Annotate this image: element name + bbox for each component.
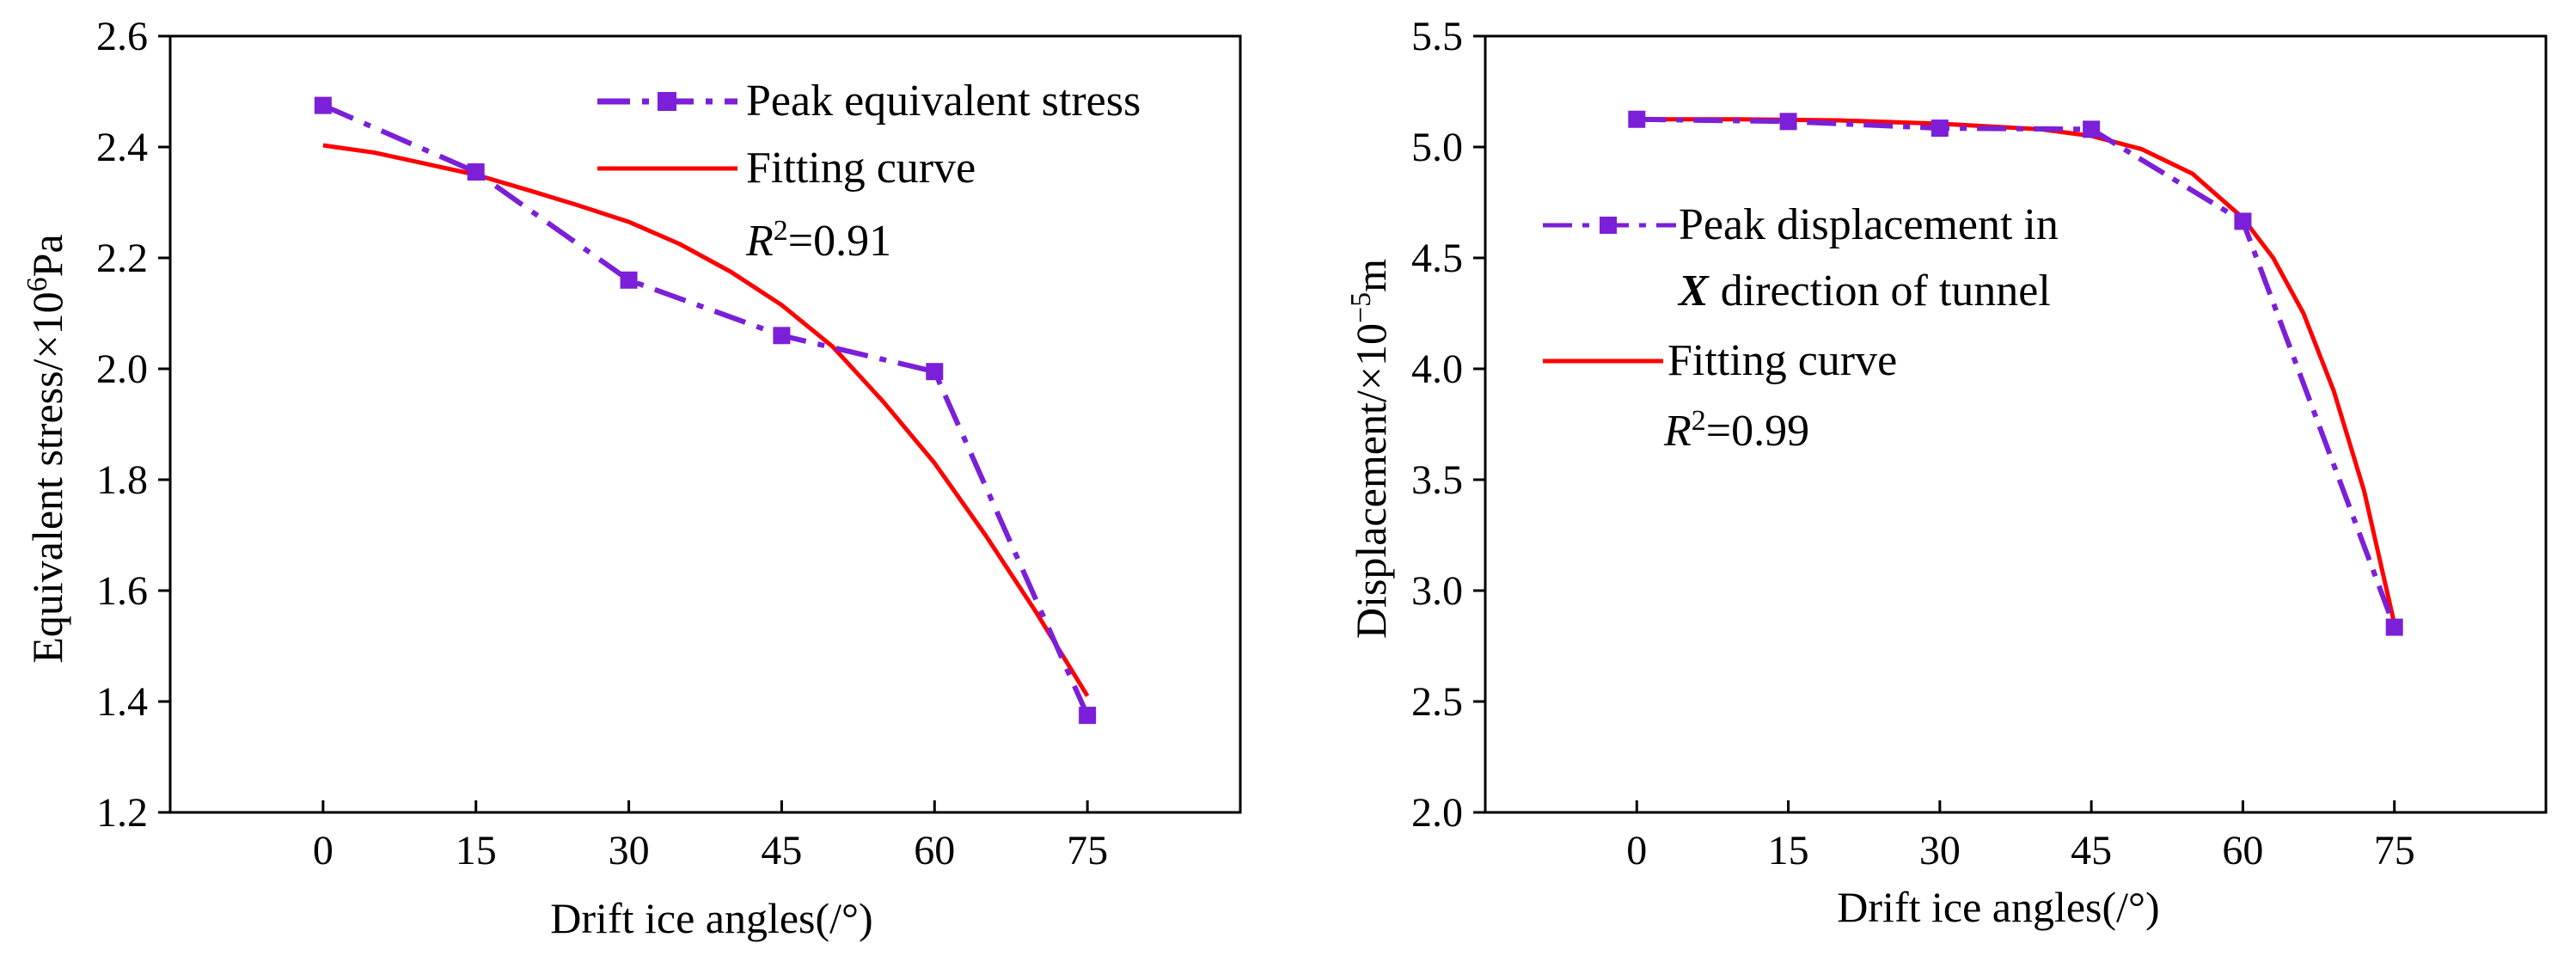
displacement-x-tick-label: 15 — [1768, 828, 1809, 873]
stress-y-tick-label: 2.2 — [96, 236, 148, 281]
stress-legend-marker-peak — [658, 92, 676, 111]
stress-data-point — [926, 363, 944, 381]
displacement-y-tick-label: 2.5 — [1411, 679, 1463, 725]
stress-y-tick-label: 1.8 — [96, 457, 148, 503]
stress-fitting-curve — [322, 143, 1090, 697]
displacement-x-ticks: 0 15 30 45 60 75 — [1626, 800, 2415, 873]
stress-y-tick-label: 2.6 — [96, 14, 148, 59]
stress-y-tick-label: 1.2 — [96, 790, 148, 836]
stress-data-point — [1079, 707, 1097, 725]
displacement-data-point — [2234, 212, 2252, 230]
displacement-data-point — [1779, 113, 1797, 131]
stress-y-tick-label: 1.4 — [96, 679, 148, 725]
stress-x-tick-label: 15 — [456, 828, 497, 873]
stress-x-tick-label: 45 — [761, 828, 802, 873]
displacement-data-point — [2083, 120, 2101, 138]
stress-x-tick-label: 30 — [609, 828, 650, 873]
displacement-y-tick-label: 5.0 — [1411, 125, 1463, 170]
stress-data-point — [314, 96, 332, 114]
displacement-x-tick-label: 75 — [2374, 828, 2415, 873]
displacement-y-tick-label: 3.0 — [1411, 568, 1463, 614]
stress-x-tick-label: 0 — [313, 828, 333, 873]
displacement-y-tick-label: 5.5 — [1411, 14, 1463, 59]
displacement-series — [1628, 110, 2403, 636]
displacement-legend-label-peak-1: Peak displacement in — [1679, 200, 2059, 249]
stress-series — [314, 96, 1097, 725]
stress-y-tick-label: 2.0 — [96, 346, 148, 392]
displacement-data-point — [2385, 618, 2403, 636]
displacement-chart: 0 15 30 45 60 75 2.0 2.5 3.0 3.5 4.0 4.5 5.0 5.5 Dri… — [1345, 14, 2548, 931]
displacement-x-tick-label: 0 — [1626, 828, 1647, 873]
displacement-r-squared: R2=0.99 — [1663, 405, 1809, 456]
stress-y-tick-label: 2.4 — [96, 125, 148, 170]
displacement-x-tick-label: 30 — [1919, 828, 1961, 873]
displacement-x-tick-label: 45 — [2071, 828, 2112, 873]
stress-y-ticks: 1.2 1.4 1.6 1.8 2.0 2.2 2.4 2.6 — [96, 14, 170, 836]
stress-legend-label-fit: Fitting curve — [746, 144, 976, 193]
displacement-y-axis-title: Displacement/×10−5m — [1345, 259, 1396, 639]
stress-data-point — [620, 271, 638, 289]
stress-data-line — [321, 102, 1090, 717]
stress-plot-frame — [168, 34, 1242, 814]
stress-x-tick-label: 60 — [914, 828, 955, 873]
stress-data-point — [773, 327, 791, 345]
displacement-y-tick-label: 4.0 — [1411, 346, 1463, 392]
displacement-y-ticks: 2.0 2.5 3.0 3.5 4.0 4.5 5.0 5.5 — [1411, 14, 1485, 836]
displacement-y-tick-label: 4.5 — [1411, 236, 1463, 281]
stress-x-ticks: 0 15 30 45 60 75 — [313, 800, 1108, 873]
stress-y-tick-label: 1.6 — [96, 568, 148, 614]
displacement-y-tick-label: 3.5 — [1411, 457, 1463, 503]
displacement-fitting-curve — [1637, 117, 2397, 625]
stress-legend: Peak equivalent stress Fitting curve R2=… — [597, 77, 1141, 266]
displacement-legend-label-fit: Fitting curve — [1667, 336, 1897, 385]
stress-r-squared: R2=0.91 — [745, 215, 891, 267]
displacement-y-tick-label: 2.0 — [1411, 790, 1463, 836]
displacement-x-tick-label: 60 — [2222, 828, 2263, 873]
stress-chart: 0 15 30 45 60 75 1.2 1.4 1.6 1.8 2.0 2.2 2.4 2.6 Dri… — [21, 14, 1242, 942]
stress-x-tick-label: 75 — [1067, 828, 1108, 873]
displacement-data-point — [1930, 119, 1949, 138]
stress-y-axis-title: Equivalent stress/×106Pa — [21, 234, 72, 663]
displacement-plot-frame — [1484, 34, 2548, 814]
displacement-data-point — [1628, 110, 1646, 128]
displacement-legend-marker-peak — [1600, 217, 1617, 234]
stress-data-point — [467, 163, 485, 181]
displacement-x-axis-title: Drift ice angles(/°) — [1837, 883, 2159, 931]
stress-x-axis-title: Drift ice angles(/°) — [550, 894, 872, 942]
stress-legend-label-peak: Peak equivalent stress — [746, 77, 1141, 126]
displacement-data-line — [1637, 116, 2397, 628]
